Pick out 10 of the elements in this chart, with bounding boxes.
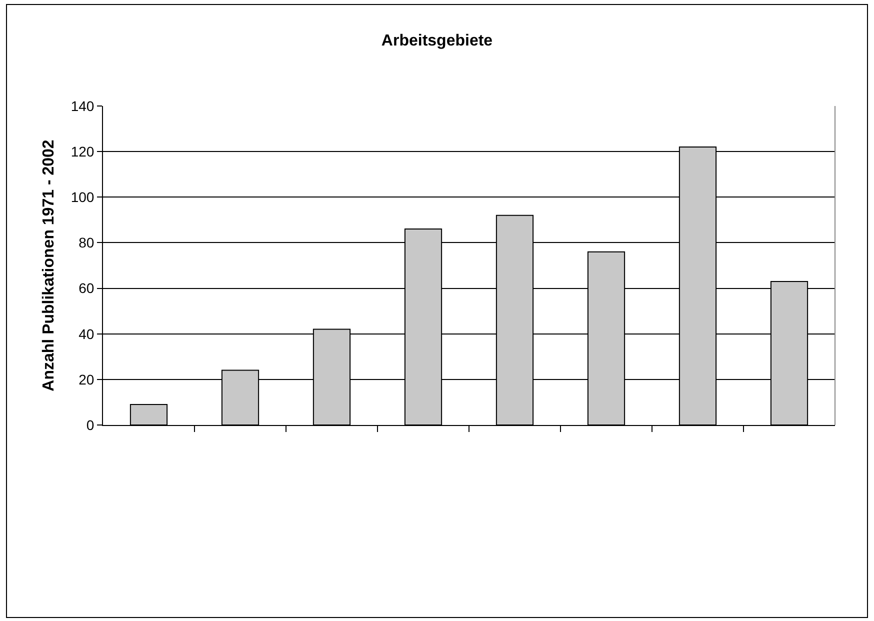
y-tick-label: 60 <box>78 280 94 296</box>
chart-title: Arbeitsgebiete <box>381 32 493 50</box>
y-tick-label: 80 <box>78 234 94 251</box>
y-tick-label: 40 <box>78 326 94 342</box>
y-axis-title: Anzahl Publikationen 1971 - 2002 <box>40 140 58 392</box>
y-tick-label: 140 <box>70 98 94 114</box>
y-tick-label: 0 <box>86 416 94 433</box>
y-tick-label: 120 <box>70 143 94 160</box>
y-tick-label: 100 <box>70 189 94 206</box>
y-tick-label: 20 <box>78 371 94 388</box>
